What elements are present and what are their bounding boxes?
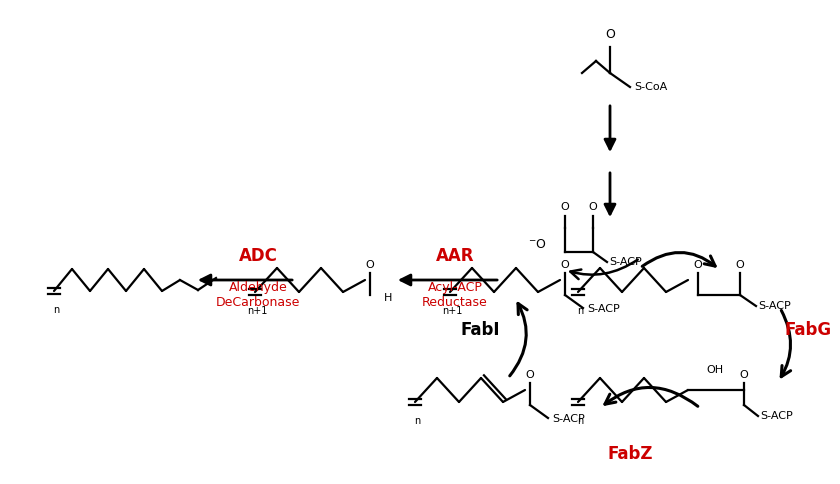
Text: AAR: AAR [436, 247, 475, 265]
Text: n+1: n+1 [247, 306, 267, 316]
Text: O: O [736, 260, 744, 270]
Text: O: O [740, 370, 748, 380]
Text: S-ACP: S-ACP [587, 304, 620, 314]
Text: S-ACP: S-ACP [609, 257, 642, 267]
Text: O: O [694, 260, 702, 270]
Text: ADC: ADC [239, 247, 277, 265]
Text: S-ACP: S-ACP [760, 411, 793, 421]
Text: O: O [560, 260, 570, 270]
Text: OH: OH [706, 365, 723, 375]
Text: O: O [589, 202, 597, 212]
Text: n: n [414, 416, 420, 426]
Text: FabG: FabG [785, 321, 832, 339]
Text: n: n [577, 416, 583, 426]
Text: $^{-}$O: $^{-}$O [528, 239, 547, 252]
Text: Aldehyde
DeCarbonase: Aldehyde DeCarbonase [216, 281, 300, 309]
Text: O: O [605, 28, 615, 41]
Text: Acyl-ACP
Reductase: Acyl-ACP Reductase [423, 281, 488, 309]
Text: H: H [384, 293, 392, 303]
Text: n: n [577, 306, 583, 316]
Text: O: O [365, 260, 375, 270]
Text: O: O [526, 370, 534, 380]
Text: S-ACP: S-ACP [552, 414, 585, 424]
Text: FabI: FabI [460, 321, 500, 339]
Text: S-CoA: S-CoA [634, 82, 667, 92]
Text: S-ACP: S-ACP [758, 301, 790, 311]
Text: FabZ: FabZ [607, 445, 653, 463]
Text: O: O [560, 202, 570, 212]
Text: n+1: n+1 [442, 306, 462, 316]
Text: n: n [53, 305, 59, 315]
